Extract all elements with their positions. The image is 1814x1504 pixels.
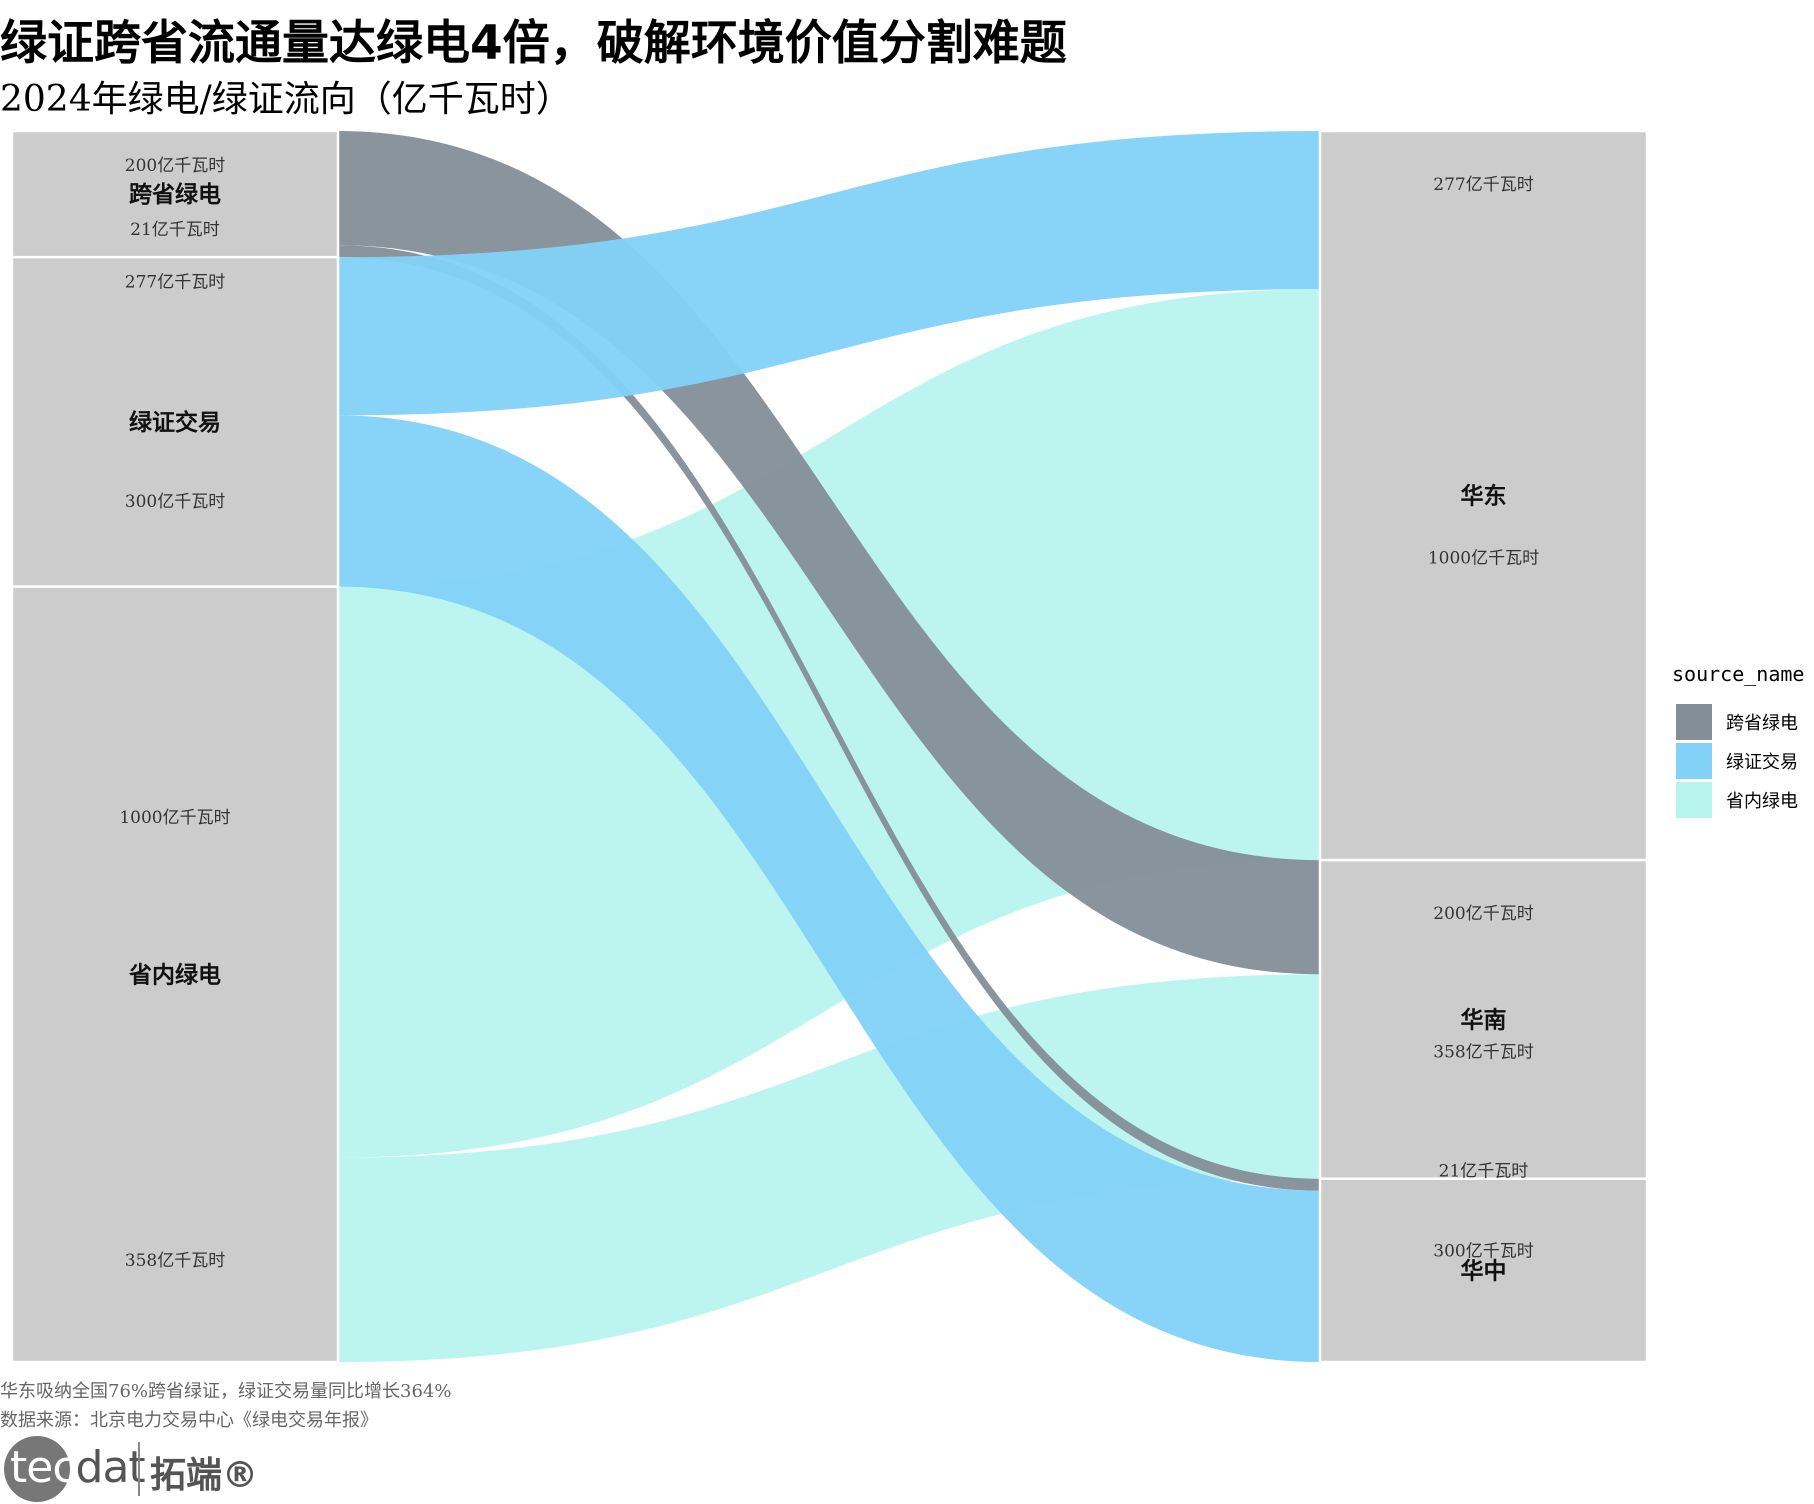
- link-value-label: 21亿千瓦时: [1439, 1162, 1529, 1182]
- link-value-label: 1000亿千瓦时: [1428, 549, 1539, 569]
- link-value-label: 277亿千瓦时: [1433, 175, 1533, 195]
- target-node: [1318, 129, 1649, 862]
- link-value-label: 200亿千瓦时: [1433, 904, 1533, 924]
- link-ribbon: [338, 245, 1320, 1191]
- legend-label: 省内绿电: [1726, 791, 1798, 812]
- labels-layer: 跨省绿电200亿千瓦时21亿千瓦时绿证交易277亿千瓦时300亿千瓦时省内绿电1…: [119, 156, 1539, 1284]
- source-node-label: 省内绿电: [128, 961, 221, 988]
- source-node-label: 跨省绿电: [129, 181, 221, 208]
- link-value-label: 21亿千瓦时: [130, 220, 220, 240]
- logo-wordmark: tecdat: [10, 1442, 146, 1493]
- caption-source: 数据来源：北京电力交易中心《绿电交易年报》: [0, 1410, 378, 1431]
- legend-swatch: [1676, 782, 1712, 818]
- link-ribbon: [338, 974, 1320, 1362]
- logo-circle-icon: [4, 1436, 70, 1502]
- brand-logo: tecdat 拓端®: [4, 1432, 264, 1502]
- caption-note: 华东吸纳全国76%跨省绿证，绿证交易量同比增长364%: [0, 1381, 452, 1402]
- source-node: [10, 585, 340, 1364]
- nodes-layer: [10, 129, 1649, 1364]
- link-value-label: 358亿千瓦时: [1433, 1042, 1533, 1062]
- source-node: [10, 129, 340, 259]
- link-value-label: 200亿千瓦时: [125, 156, 225, 176]
- legend-title: source_name: [1672, 662, 1804, 686]
- link-ribbon: [338, 415, 1320, 1362]
- target-node: [1318, 858, 1649, 1180]
- links-layer: [338, 131, 1320, 1362]
- logo-divider: [138, 1442, 140, 1496]
- legend-swatch: [1676, 704, 1712, 740]
- chart-title: 绿证跨省流通量达绿电4倍，破解环境价值分割难题: [0, 16, 1067, 71]
- link-ribbon: [338, 131, 1320, 975]
- target-node: [1318, 1177, 1649, 1364]
- link-value-label: 300亿千瓦时: [1433, 1242, 1533, 1262]
- link-ribbon: [338, 131, 1320, 416]
- target-node-label: 华东: [1461, 483, 1507, 510]
- link-value-label: 277亿千瓦时: [125, 272, 225, 292]
- source-node-label: 绿证交易: [129, 409, 221, 436]
- legend-swatch: [1676, 743, 1712, 779]
- link-value-label: 358亿千瓦时: [125, 1251, 225, 1271]
- logo-cn-text: 拓端®: [150, 1455, 259, 1496]
- link-value-label: 300亿千瓦时: [125, 492, 225, 512]
- target-node-label: 华中: [1461, 1257, 1507, 1284]
- legend-label: 绿证交易: [1726, 752, 1798, 773]
- target-node-label: 华南: [1461, 1006, 1507, 1033]
- source-node: [10, 255, 340, 588]
- chart-subtitle: 2024年绿电/绿证流向（亿千瓦时）: [0, 79, 572, 120]
- legend-label: 跨省绿电: [1726, 713, 1798, 734]
- link-value-label: 1000亿千瓦时: [119, 808, 230, 828]
